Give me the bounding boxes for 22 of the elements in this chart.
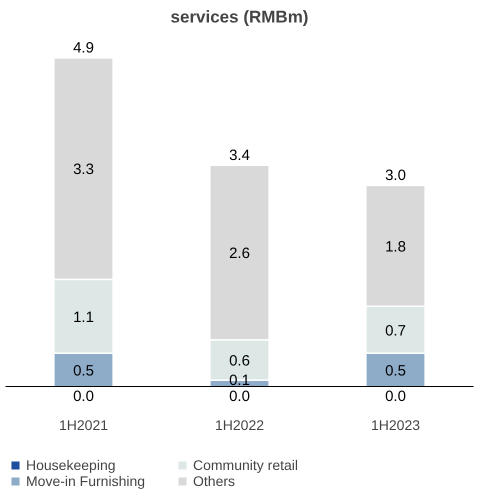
total-label: 4.9	[73, 39, 94, 56]
data-label: 0.5	[73, 362, 94, 380]
data-label: 0.6	[229, 352, 250, 370]
data-label: 0.0	[229, 388, 250, 405]
legend-label: Community retail	[193, 457, 300, 473]
legend-label: Others	[193, 473, 236, 489]
legend-label: Housekeeping	[26, 457, 117, 473]
x-tick-label: 1H2022	[214, 416, 264, 433]
data-label: 1.1	[73, 308, 94, 326]
data-label: 1.8	[385, 238, 406, 256]
data-label: 0.5	[385, 362, 406, 380]
data-label: 0.7	[385, 322, 406, 340]
chart-title: services (RMBm)	[170, 8, 308, 26]
data-label: 2.6	[229, 245, 250, 262]
total-label: 3.4	[229, 146, 250, 164]
x-tick-label: 1H2021	[58, 416, 108, 433]
data-label: 3.3	[73, 161, 94, 178]
total-label: 3.0	[385, 167, 406, 184]
x-tick-label: 1H2023	[370, 416, 420, 433]
data-label: 0.0	[73, 388, 94, 405]
data-label: 0.0	[385, 388, 406, 405]
legend-label: Move-in Furnishing	[26, 473, 146, 489]
